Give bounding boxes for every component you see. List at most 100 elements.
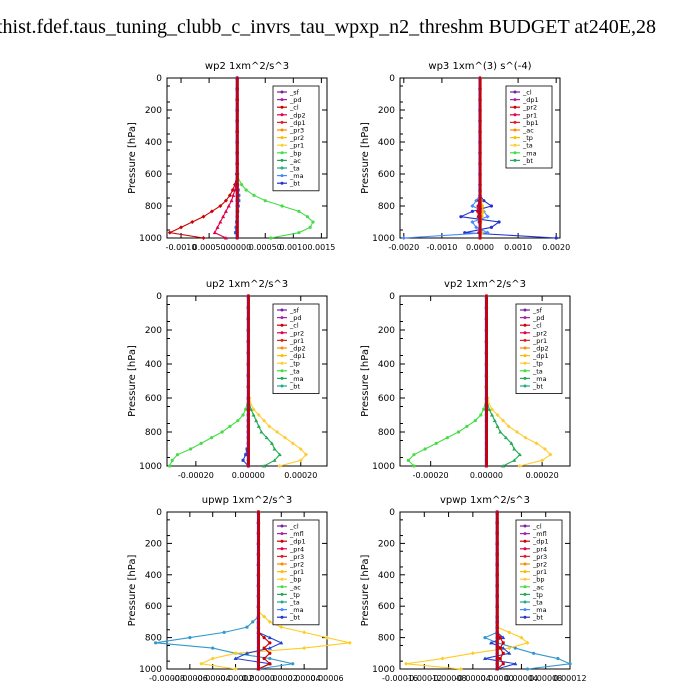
zero-profile-marker: [247, 454, 250, 458]
x-tick-label: -0.00002: [218, 674, 254, 683]
zero-profile-marker: [247, 311, 250, 315]
zero-profile-marker: [235, 140, 239, 144]
legend-label: _bt: [289, 180, 300, 188]
y-tick-label: 400: [378, 571, 395, 581]
data-point: [556, 656, 560, 661]
legend-marker: [280, 562, 284, 566]
zero-profile-marker: [235, 182, 239, 185]
zero-profile-marker: [495, 598, 499, 602]
y-tick-label: 0: [389, 508, 395, 518]
zero-profile-marker: [495, 532, 499, 536]
zero-profile-marker: [247, 403, 250, 407]
legend-marker: [280, 331, 284, 335]
data-point: [515, 430, 520, 434]
y-tick-label: 800: [145, 428, 162, 438]
x-tick-label: 0.00004: [288, 674, 321, 683]
series-line-pr1: [169, 296, 249, 467]
zero-profile-marker: [235, 156, 239, 160]
legend-label: _pr1: [532, 337, 547, 345]
x-tick-label: -0.00004: [195, 674, 231, 683]
legend-label: _pr2: [532, 329, 547, 337]
data-point: [279, 625, 284, 630]
legend-marker: [280, 323, 284, 327]
legend-label: _bt: [532, 614, 543, 622]
data-point: [483, 636, 487, 640]
zero-profile-marker: [495, 592, 499, 595]
zero-profile-marker: [235, 137, 239, 141]
data-point: [226, 204, 231, 208]
legend-label: _ta: [289, 599, 300, 607]
y-tick-label: 400: [145, 138, 162, 148]
zero-profile-marker: [485, 461, 488, 464]
zero-profile-marker: [478, 159, 482, 163]
zero-profile-marker: [485, 406, 488, 410]
zero-profile-marker: [235, 102, 239, 105]
zero-profile-marker: [495, 542, 499, 545]
chart-title: wp3 1xm^(3) s^(-4): [428, 61, 531, 72]
zero-profile-marker: [257, 620, 260, 624]
legend-marker: [280, 600, 284, 604]
zero-profile-marker: [485, 403, 488, 407]
zero-profile-marker: [495, 661, 499, 665]
zero-profile-marker: [478, 233, 482, 237]
data-point: [507, 630, 512, 635]
legend-label: _dp1: [289, 352, 306, 360]
x-tick-label: 0.00006: [310, 674, 343, 683]
zero-profile-marker: [247, 444, 250, 447]
y-tick-label: 1000: [372, 462, 395, 472]
zero-profile-marker: [495, 545, 499, 548]
data-point: [302, 646, 307, 651]
zero-profile-marker: [247, 362, 250, 366]
zero-profile-marker: [495, 642, 499, 646]
zero-profile-marker: [257, 648, 260, 652]
data-point: [218, 220, 223, 224]
data-point: [458, 667, 463, 671]
legend-marker: [280, 539, 284, 543]
zero-profile-marker: [495, 570, 499, 573]
y-tick-label: 600: [378, 170, 395, 180]
legend-label: _dp1: [289, 119, 306, 127]
data-point: [229, 198, 234, 203]
zero-profile-marker: [495, 601, 499, 605]
zero-profile-marker: [495, 520, 499, 523]
legend-label: _sf: [532, 307, 543, 315]
zero-profile-marker: [247, 423, 250, 427]
zero-profile-marker: [478, 115, 482, 118]
data-point: [268, 662, 272, 666]
zero-profile-marker: [485, 321, 488, 325]
zero-profile-marker: [257, 557, 260, 561]
zero-profile-marker: [485, 342, 488, 345]
data-point: [254, 418, 259, 423]
zero-profile-marker: [478, 166, 482, 169]
data-point: [470, 651, 475, 656]
zero-profile-marker: [235, 236, 239, 240]
data-point: [251, 413, 256, 417]
data-point: [199, 661, 204, 666]
zero-profile-marker: [478, 223, 482, 227]
legend-label: _dp2: [532, 345, 549, 353]
data-point: [245, 651, 249, 655]
zero-profile-marker: [247, 430, 250, 434]
legend-label: _dp2: [289, 111, 306, 119]
zero-profile-marker: [478, 92, 482, 96]
data-point: [501, 651, 505, 655]
series-line-tp: [403, 78, 489, 239]
zero-profile-marker: [485, 366, 488, 369]
zero-profile-marker: [235, 86, 239, 89]
chart-title: vpwp 1xm^2/s^3: [440, 495, 530, 506]
legend-label: _cl: [289, 523, 299, 531]
data-point: [245, 625, 249, 629]
data-point: [256, 424, 261, 428]
data-point: [272, 458, 277, 462]
legend-label: _tp: [522, 134, 533, 142]
legend-label: _bp: [289, 576, 302, 584]
zero-profile-marker: [495, 664, 499, 668]
data-point: [244, 188, 248, 192]
data-point: [304, 452, 309, 457]
data-point: [492, 418, 497, 423]
zero-profile-marker: [247, 464, 250, 468]
data-point: [201, 214, 206, 219]
y-tick-label: 1000: [139, 234, 162, 244]
zero-profile-marker: [485, 393, 488, 396]
zero-profile-marker: [495, 529, 499, 533]
